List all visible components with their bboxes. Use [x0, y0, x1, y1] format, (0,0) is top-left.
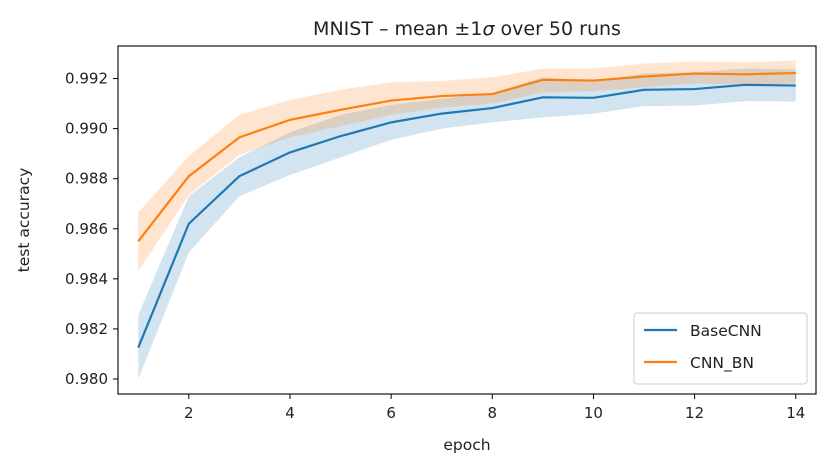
x-tick-label: 6: [386, 404, 396, 422]
x-axis: 2 4 6 8 10 12 14: [184, 394, 805, 422]
y-axis: 0.980 0.982 0.984 0.986 0.988 0.990 0.992: [65, 70, 118, 388]
y-tick-label: 0.982: [65, 320, 108, 338]
x-tick-label: 2: [184, 404, 194, 422]
y-tick-label: 0.984: [65, 270, 108, 288]
x-tick-label: 10: [584, 404, 603, 422]
x-axis-label: epoch: [443, 436, 490, 454]
y-tick-label: 0.986: [65, 220, 108, 238]
legend-frame: [633, 312, 808, 385]
y-axis-label: test accuracy: [15, 168, 33, 273]
band-cnn-bn: [138, 60, 796, 272]
axes-frame: [117, 45, 817, 395]
y-tick-label: 0.980: [65, 370, 108, 388]
line-cnn-bn: [137, 71, 796, 242]
legend-label-cnn-bn: CNN_BN: [690, 354, 754, 373]
x-tick-label: 14: [786, 404, 805, 422]
legend: BaseCNN CNN_BN: [633, 312, 808, 385]
band-basecnn: [138, 68, 796, 379]
line-basecnn: [137, 83, 796, 349]
title-sigma: σ: [482, 18, 495, 40]
plot-area: [137, 60, 796, 379]
y-tick-label: 0.992: [65, 70, 108, 88]
y-tick-label: 0.988: [65, 170, 108, 188]
x-tick-label: 4: [285, 404, 295, 422]
y-tick-label: 0.990: [65, 120, 108, 138]
chart-title: MNIST – mean ±1σ over 50 runs: [313, 18, 621, 40]
x-tick-label: 8: [488, 404, 498, 422]
legend-label-basecnn: BaseCNN: [690, 322, 762, 340]
x-tick-label: 12: [685, 404, 704, 422]
